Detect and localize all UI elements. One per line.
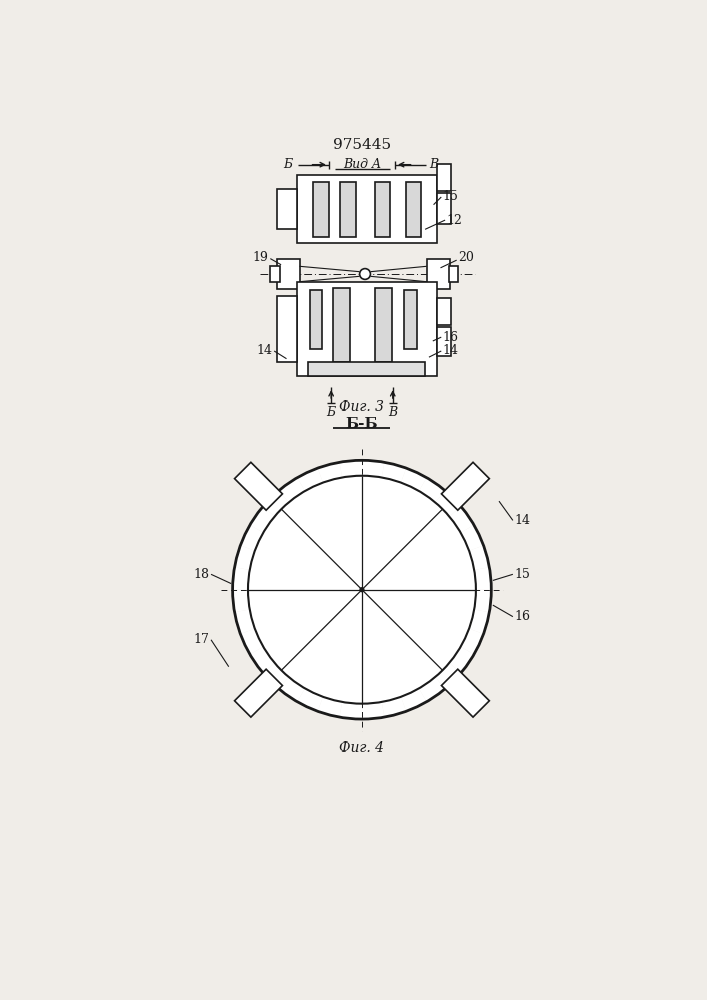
- Bar: [296, 175, 437, 243]
- Wedge shape: [240, 525, 263, 551]
- Wedge shape: [461, 629, 484, 654]
- Wedge shape: [461, 525, 484, 551]
- Wedge shape: [419, 478, 445, 502]
- Text: Фиг. 4: Фиг. 4: [339, 741, 385, 755]
- Bar: [310, 290, 322, 349]
- Wedge shape: [339, 460, 362, 477]
- Wedge shape: [297, 468, 323, 491]
- Text: Б: Б: [327, 406, 336, 419]
- Wedge shape: [469, 609, 489, 634]
- Wedge shape: [362, 460, 385, 477]
- Bar: [437, 193, 450, 224]
- Wedge shape: [240, 629, 263, 654]
- Wedge shape: [401, 468, 426, 491]
- Text: В: В: [388, 406, 397, 419]
- Text: 975445: 975445: [333, 138, 391, 152]
- Wedge shape: [401, 688, 426, 711]
- Wedge shape: [362, 702, 385, 719]
- Text: 16: 16: [443, 331, 459, 344]
- Wedge shape: [279, 677, 305, 702]
- Wedge shape: [436, 663, 461, 689]
- Bar: [437, 327, 450, 356]
- Wedge shape: [449, 647, 474, 673]
- Bar: [308, 362, 425, 376]
- Wedge shape: [474, 590, 491, 612]
- Bar: [235, 669, 283, 717]
- Bar: [375, 182, 390, 237]
- Text: Б-Б: Б-Б: [346, 417, 378, 431]
- Bar: [333, 288, 350, 362]
- Bar: [270, 266, 279, 282]
- Bar: [313, 182, 329, 237]
- Wedge shape: [279, 478, 305, 502]
- Bar: [375, 288, 392, 362]
- Wedge shape: [339, 702, 362, 719]
- Text: В: В: [429, 158, 438, 171]
- Wedge shape: [233, 590, 250, 612]
- Circle shape: [248, 476, 476, 704]
- Text: 15: 15: [515, 568, 530, 581]
- Text: 17: 17: [194, 633, 209, 646]
- Bar: [277, 259, 300, 289]
- Bar: [426, 259, 450, 289]
- Text: 14: 14: [515, 514, 530, 527]
- Bar: [296, 282, 437, 376]
- Text: Фиг. 3: Фиг. 3: [339, 400, 385, 414]
- Text: 12: 12: [447, 214, 462, 227]
- Circle shape: [360, 588, 364, 592]
- Text: 15: 15: [443, 190, 459, 204]
- Text: 16: 16: [515, 610, 530, 623]
- Wedge shape: [436, 491, 461, 516]
- Bar: [277, 189, 296, 229]
- Circle shape: [360, 269, 370, 279]
- Wedge shape: [250, 647, 274, 673]
- Wedge shape: [263, 663, 288, 689]
- Bar: [277, 296, 296, 362]
- Bar: [437, 298, 450, 325]
- Bar: [340, 182, 356, 237]
- Wedge shape: [469, 545, 489, 570]
- Wedge shape: [235, 545, 255, 570]
- Bar: [437, 164, 450, 191]
- Bar: [449, 266, 458, 282]
- Text: Б: Б: [284, 158, 293, 171]
- Wedge shape: [449, 507, 474, 533]
- Text: 19: 19: [253, 251, 269, 264]
- Text: 14: 14: [257, 344, 273, 358]
- Bar: [406, 182, 421, 237]
- Wedge shape: [317, 462, 342, 483]
- Bar: [235, 462, 283, 510]
- Wedge shape: [250, 507, 274, 533]
- Wedge shape: [233, 567, 250, 590]
- Wedge shape: [263, 491, 288, 516]
- Wedge shape: [382, 462, 407, 483]
- Bar: [441, 462, 489, 510]
- Bar: [441, 669, 489, 717]
- Wedge shape: [474, 567, 491, 590]
- Text: 18: 18: [194, 568, 209, 581]
- Wedge shape: [235, 609, 255, 634]
- Bar: [404, 290, 416, 349]
- Text: 20: 20: [458, 251, 474, 264]
- Wedge shape: [317, 697, 342, 717]
- Wedge shape: [382, 697, 407, 717]
- Text: Вид A: Вид A: [343, 158, 381, 171]
- Text: 14: 14: [443, 344, 459, 358]
- Wedge shape: [419, 677, 445, 702]
- Wedge shape: [297, 688, 323, 711]
